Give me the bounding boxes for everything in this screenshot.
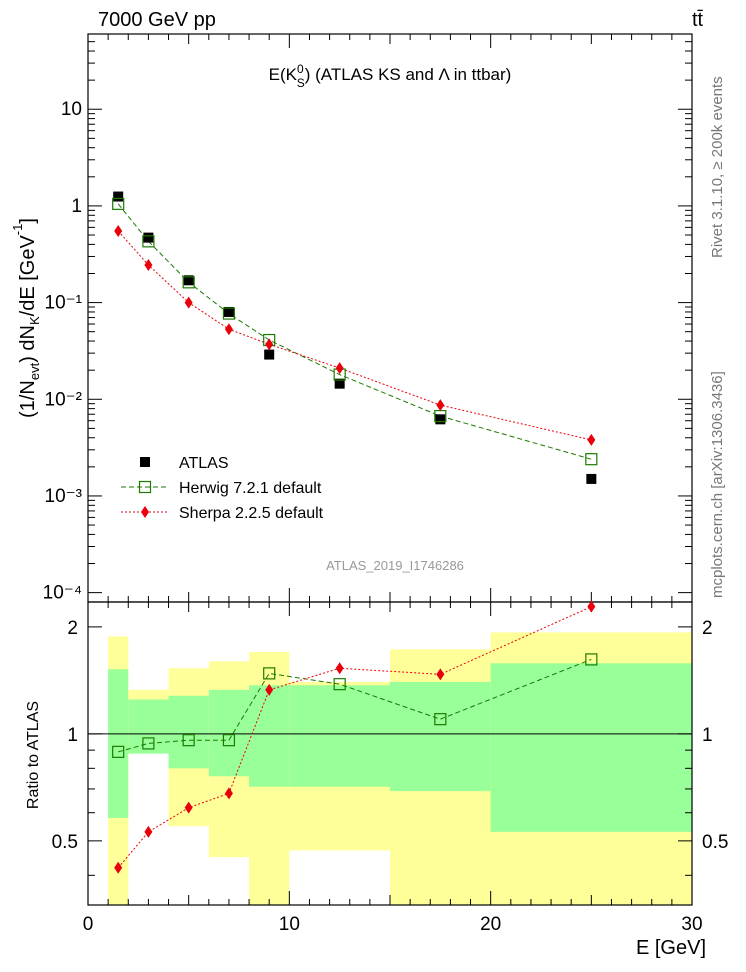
y-tick-label: 10⁻⁴ [43, 583, 82, 604]
analysis-watermark: ATLAS_2019_I1746286 [326, 558, 464, 573]
herwig-point [585, 453, 598, 466]
atlas-point [586, 473, 597, 484]
y-tick-label: 10⁻¹ [45, 293, 83, 314]
herwig-ratio-point [434, 713, 447, 726]
sherpa-point [587, 433, 596, 446]
atlas-point [143, 232, 154, 243]
atlas-point [264, 349, 275, 360]
y-tick-label: 1 [71, 196, 82, 217]
plot-title: E(K0 S) (ATLAS KS and Λ in ttbar) [269, 62, 512, 90]
sherpa-point [224, 323, 233, 336]
uncertainty-band-1sigma [128, 699, 169, 754]
legend-marker-herwig [138, 480, 152, 494]
sherpa-ratio-point [224, 787, 233, 800]
sherpa-ratio-point [265, 683, 274, 696]
process-label: tt̄ [692, 9, 704, 31]
herwig-ratio-point [142, 737, 155, 750]
legend-label-herwig: Herwig 7.2.1 default [179, 480, 322, 497]
x-axis-label: E [GeV] [636, 937, 706, 959]
rivet-version-text: Rivet 3.1.10, ≥ 200k events [709, 76, 726, 258]
legend: ATLAS Herwig 7.2.1 default Sherpa 2.2.5 de… [121, 455, 324, 522]
ratio-y-tick-label-right: 2 [702, 618, 713, 639]
sherpa-point [265, 338, 274, 351]
herwig-ratio-point [585, 653, 598, 666]
x-tick-label: 20 [480, 914, 501, 935]
sherpa-ratio-point [335, 662, 344, 675]
energy-label: 7000 GeV pp [98, 9, 216, 31]
sherpa-point [114, 225, 123, 238]
atlas-point [113, 191, 124, 202]
herwig-ratio-point [182, 734, 195, 747]
sherpa-ratio-line [117, 606, 592, 869]
sherpa-ratio-point [114, 861, 123, 874]
x-tick-label: 0 [83, 914, 94, 935]
atlas-point [435, 414, 446, 425]
legend-marker-sherpa [141, 506, 149, 518]
uncertainty-band-1sigma [289, 685, 390, 787]
sherpa-point [335, 362, 344, 375]
ratio-y-axis-label: Ratio to ATLAS [25, 701, 42, 809]
y-tick-label: 10⁻³ [45, 486, 83, 507]
sherpa-ratio-point [144, 825, 153, 838]
main-panel: 10⁻⁴ 10⁻³ 10⁻² 10⁻¹ 1 10 E(K0 S) (ATLAS KS and… [43, 33, 693, 604]
ratio-y-tick-label-right: 1 [702, 725, 713, 746]
sherpa-point [436, 399, 445, 412]
uncertainty-band-1sigma [208, 689, 250, 777]
ratio-panel: 0.5 0.51 12 20 10 20 30 [52, 600, 728, 935]
herwig-ratio-point [333, 678, 346, 691]
uncertainty-band-1sigma [390, 681, 491, 792]
mcplots-reference-text: mcplots.cern.ch [arXiv:1306.3436] [709, 371, 726, 598]
sherpa-ratio-point [184, 801, 193, 814]
y-axis-label: (1/Nevt) dNK/dE [GeV-1] [10, 218, 42, 418]
sherpa-point [144, 258, 153, 271]
x-tick-label: 10 [279, 914, 300, 935]
herwig-ratio-point [222, 734, 236, 747]
herwig-line [117, 203, 592, 460]
uncertainty-band-1sigma [108, 669, 129, 818]
ratio-y-tick-label-right: 0.5 [702, 832, 728, 853]
sherpa-ratio-point [587, 600, 596, 613]
y-tick-label: 10⁻² [45, 389, 83, 410]
legend-label-sherpa: Sherpa 2.2.5 default [179, 505, 324, 522]
ratio-y-tick-label: 0.5 [52, 832, 78, 853]
sherpa-point [184, 296, 193, 309]
sherpa-ratio-point [436, 668, 445, 681]
herwig-point [112, 197, 125, 210]
atlas-point [223, 306, 234, 317]
herwig-point [182, 276, 195, 289]
atlas-point [183, 275, 194, 286]
legend-label-atlas: ATLAS [179, 455, 229, 472]
herwig-point [222, 307, 236, 320]
x-tick-label: 30 [681, 914, 702, 935]
atlas-point [334, 378, 345, 389]
legend-marker-atlas [140, 457, 150, 467]
herwig-ratio-point [263, 667, 276, 680]
sherpa-line [117, 230, 592, 441]
ratio-y-tick-label: 1 [67, 725, 78, 746]
uncertainty-band-1sigma [249, 685, 290, 787]
herwig-ratio-point [112, 745, 125, 758]
ratio-y-tick-label: 2 [67, 618, 78, 639]
uncertainty-band-1sigma [490, 663, 692, 832]
herwig-point [142, 235, 155, 248]
uncertainty-band-1sigma [168, 695, 209, 769]
y-tick-label: 10 [61, 99, 82, 120]
